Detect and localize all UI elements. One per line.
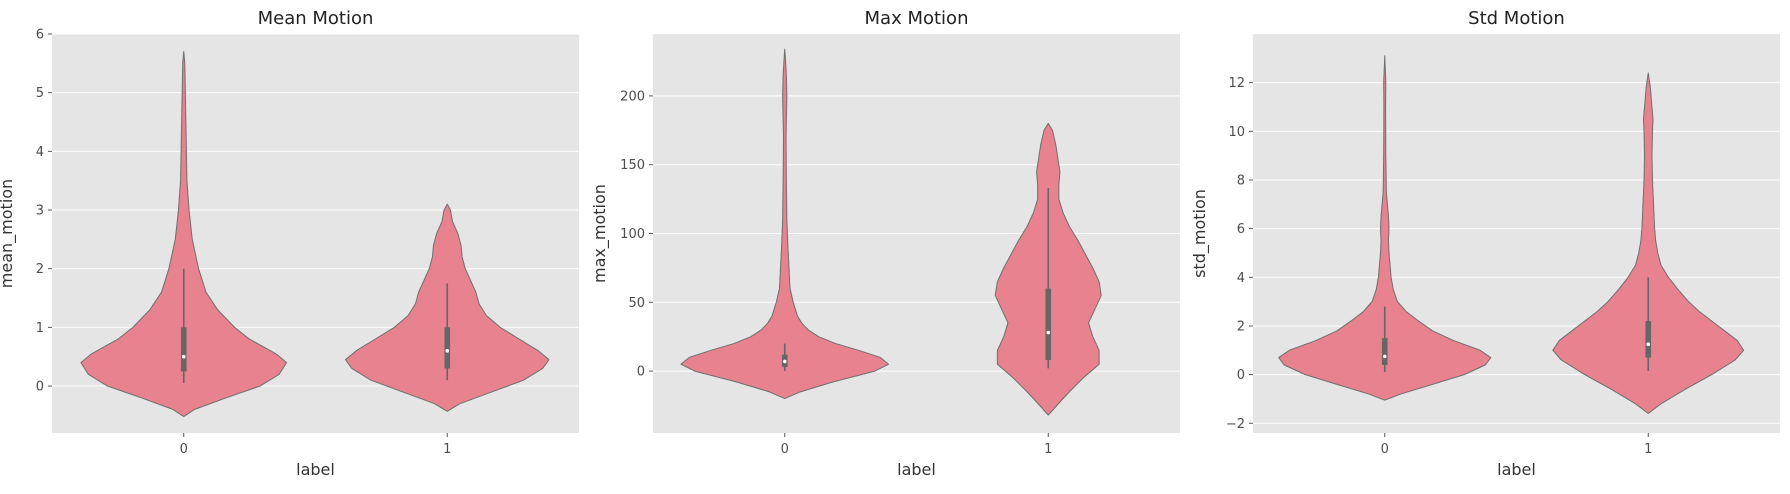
x-tick-label: 0	[180, 442, 188, 457]
violin-median	[445, 349, 450, 353]
violin-iqr-box	[444, 327, 451, 369]
y-tick-label: 10	[1228, 125, 1245, 140]
y-tick-label: 4	[36, 145, 44, 160]
y-tick-label: 1	[36, 321, 44, 336]
y-tick-label: 0	[637, 365, 645, 380]
y-tick-label: 150	[620, 158, 645, 173]
violin-median	[181, 354, 186, 359]
y-axis-label: max_motion	[590, 184, 610, 283]
y-tick-label: 5	[36, 86, 44, 101]
y-tick-label: 2	[36, 262, 44, 277]
chart-panel-2: 0 50 100 150 200 0 1 Max Motion label max_motion	[590, 8, 1180, 479]
violin-median	[782, 359, 787, 364]
y-tick-label: −2	[1226, 417, 1245, 432]
x-tick-label: 1	[1044, 442, 1052, 457]
x-axis-label: label	[1497, 460, 1536, 479]
violin-median	[1046, 330, 1051, 335]
chart-title: Max Motion	[865, 8, 969, 29]
y-tick-label: 0	[36, 380, 44, 395]
y-axis-label: std_motion	[1190, 189, 1210, 278]
chart-panel-3: −2 0 2 4 6 8 10 12 0 1 Std Motion label std_motion	[1190, 8, 1780, 479]
violin-0	[680, 48, 890, 400]
x-axis-label: label	[897, 460, 936, 479]
y-tick-label: 0	[1237, 368, 1245, 383]
y-tick-label: 100	[620, 227, 645, 242]
violin-1	[1552, 72, 1745, 415]
x-tick-label: 1	[443, 442, 451, 457]
x-tick-label: 1	[1644, 442, 1652, 457]
y-tick-label: 3	[36, 204, 44, 219]
y-tick-label: 2	[1237, 319, 1245, 334]
chart-title: Mean Motion	[258, 8, 374, 29]
y-tick-label: 4	[1237, 271, 1245, 286]
y-tick-label: 6	[36, 28, 44, 43]
violin-iqr-box	[180, 327, 187, 372]
y-tick-label: 50	[628, 296, 645, 311]
chart-title: Std Motion	[1468, 8, 1565, 29]
violin-0	[1278, 55, 1492, 401]
x-axis-label: label	[296, 460, 335, 479]
y-tick-label: 8	[1237, 173, 1245, 188]
x-tick-label: 0	[781, 442, 789, 457]
violin-iqr-box	[1645, 321, 1652, 358]
chart-panel-1: 0 1 2 3 4 5 6 0 1 Mean Motion label mean_motion	[0, 8, 579, 479]
y-tick-label: 12	[1228, 76, 1245, 91]
y-tick-label: 6	[1237, 222, 1245, 237]
y-tick-label: 200	[620, 89, 645, 104]
violin-median	[1382, 354, 1387, 359]
violin-iqr-box	[1381, 338, 1388, 365]
x-tick-label: 0	[1381, 442, 1389, 457]
violin-median	[1646, 342, 1651, 346]
violin-0	[80, 51, 288, 418]
y-axis-label: mean_motion	[0, 179, 17, 288]
violin-iqr-box	[1045, 288, 1052, 361]
